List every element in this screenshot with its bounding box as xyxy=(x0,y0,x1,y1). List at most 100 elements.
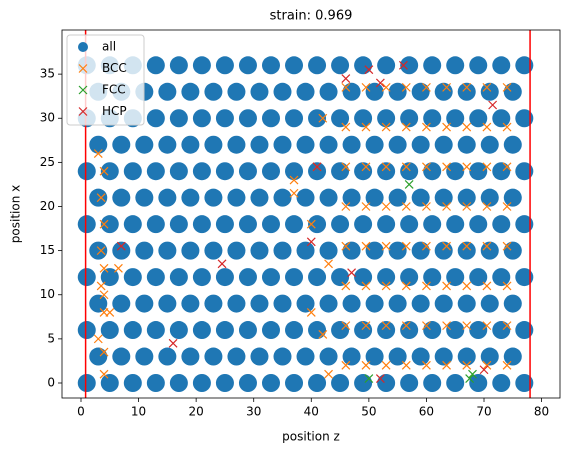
point xyxy=(503,294,522,313)
point xyxy=(462,122,472,132)
point xyxy=(261,268,280,287)
point xyxy=(354,109,373,128)
point xyxy=(354,215,373,234)
point xyxy=(364,374,374,384)
point xyxy=(480,135,499,154)
point xyxy=(411,294,430,313)
legend-marker xyxy=(78,42,88,52)
point xyxy=(492,162,511,181)
point xyxy=(123,373,142,392)
x-tick-label: 60 xyxy=(419,405,434,419)
point xyxy=(365,241,384,260)
point xyxy=(158,135,177,154)
point xyxy=(146,162,165,181)
point xyxy=(342,82,361,101)
point xyxy=(77,373,96,392)
point xyxy=(135,347,154,366)
point xyxy=(377,56,396,75)
point xyxy=(77,268,96,287)
point xyxy=(411,188,430,207)
point xyxy=(400,109,419,128)
point xyxy=(401,162,411,172)
point xyxy=(354,321,373,340)
point xyxy=(381,162,391,172)
point xyxy=(502,162,512,172)
point xyxy=(181,82,200,101)
point xyxy=(192,109,211,128)
point xyxy=(215,373,234,392)
point xyxy=(364,65,374,75)
point xyxy=(342,294,361,313)
point xyxy=(469,321,488,340)
point xyxy=(273,135,292,154)
point xyxy=(169,56,188,75)
point xyxy=(238,56,257,75)
point xyxy=(89,135,108,154)
point xyxy=(169,321,188,340)
point xyxy=(77,321,96,340)
point xyxy=(296,241,315,260)
point xyxy=(99,369,109,379)
point xyxy=(215,321,234,340)
point xyxy=(361,281,371,291)
point xyxy=(77,162,96,181)
point xyxy=(146,373,165,392)
point xyxy=(99,347,109,357)
x-tick-label: 20 xyxy=(189,405,204,419)
point xyxy=(423,268,442,287)
point xyxy=(422,241,431,251)
y-tick-label: 25 xyxy=(40,155,55,169)
point xyxy=(306,219,316,229)
point xyxy=(354,373,373,392)
point xyxy=(112,294,131,313)
point xyxy=(482,202,492,211)
point xyxy=(238,215,257,234)
point xyxy=(434,294,453,313)
point xyxy=(319,347,338,366)
point xyxy=(123,268,142,287)
point xyxy=(296,188,315,207)
point xyxy=(492,215,511,234)
point xyxy=(365,294,384,313)
point xyxy=(169,373,188,392)
point xyxy=(146,321,165,340)
point xyxy=(96,246,106,256)
point xyxy=(331,321,350,340)
point xyxy=(469,109,488,128)
point xyxy=(181,188,200,207)
legend-label: BCC xyxy=(102,61,127,75)
point xyxy=(465,374,475,384)
x-tick-label: 50 xyxy=(361,405,376,419)
point xyxy=(434,82,453,101)
point xyxy=(400,56,419,75)
point xyxy=(462,321,472,331)
point xyxy=(96,281,106,291)
point xyxy=(306,237,316,247)
legend-marker xyxy=(78,64,88,73)
point xyxy=(217,259,227,269)
point xyxy=(492,109,511,128)
point xyxy=(503,241,522,260)
point xyxy=(411,241,430,260)
point xyxy=(442,162,452,172)
legend: all BCC FCC HCP xyxy=(66,34,145,126)
point xyxy=(158,82,177,101)
point xyxy=(388,188,407,207)
point xyxy=(480,294,499,313)
point xyxy=(377,162,396,181)
x-tick-label: 10 xyxy=(131,405,146,419)
point xyxy=(377,321,396,340)
point xyxy=(442,202,452,211)
point xyxy=(361,321,371,331)
point xyxy=(401,82,411,92)
point xyxy=(100,162,119,181)
point xyxy=(377,268,396,287)
point xyxy=(381,122,391,132)
point xyxy=(381,360,391,370)
point xyxy=(457,82,476,101)
point xyxy=(250,82,269,101)
point xyxy=(377,109,396,128)
point xyxy=(227,188,246,207)
point xyxy=(361,360,371,370)
